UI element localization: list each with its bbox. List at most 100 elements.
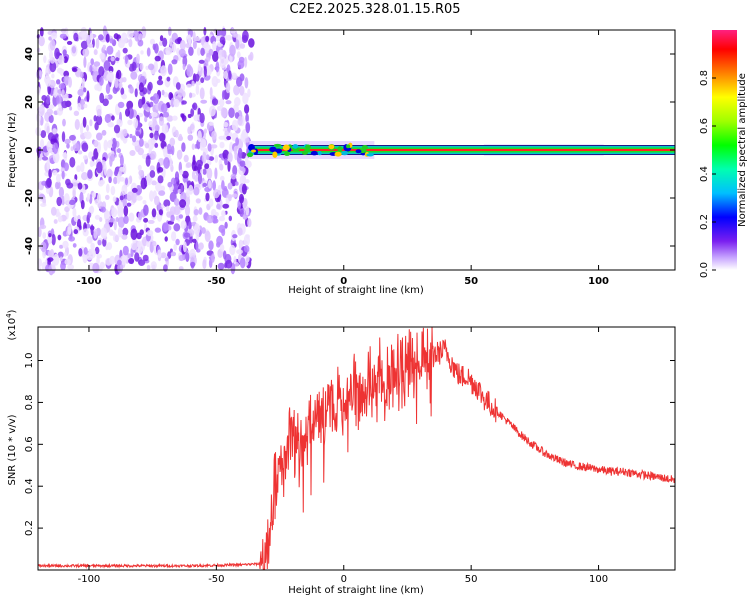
noise-blob <box>182 63 186 70</box>
noise-blob <box>248 38 255 48</box>
x-tick-label: 0 <box>341 574 347 585</box>
noise-blob <box>90 58 94 66</box>
noise-blob <box>178 214 184 219</box>
x-tick-label: -100 <box>76 276 101 287</box>
noise-blob <box>206 167 213 180</box>
colorbar-tick-label: 0.4 <box>699 166 710 182</box>
noise-blob <box>240 132 247 143</box>
noise-blob <box>58 83 66 90</box>
noise-blob <box>68 199 76 205</box>
noise-blob <box>59 244 64 249</box>
noise-blob <box>211 215 218 224</box>
noise-blob <box>40 203 47 207</box>
noise-blob <box>223 121 229 128</box>
noise-blob <box>134 252 140 262</box>
noise-blob <box>237 147 243 159</box>
noise-blob <box>212 50 219 63</box>
noise-blob <box>151 139 156 144</box>
noise-blob <box>49 249 55 259</box>
noise-blob <box>41 156 49 161</box>
noise-blob <box>239 85 245 96</box>
noise-blob <box>228 107 235 119</box>
noise-blob <box>63 252 67 257</box>
snr-y-multiplier: (x104) <box>5 309 18 340</box>
noise-blob <box>163 264 168 272</box>
noise-blob <box>202 42 209 48</box>
noise-blob <box>80 122 84 135</box>
noise-blob <box>56 181 61 189</box>
noise-blob <box>226 135 232 141</box>
noise-blob <box>106 168 113 179</box>
noise-blob <box>117 207 124 218</box>
noise-blob <box>38 104 46 117</box>
y-tick-label: -40 <box>24 237 35 255</box>
noise-blob <box>149 170 156 178</box>
noise-blob <box>239 209 244 217</box>
noise-blob <box>245 205 250 216</box>
noise-blob <box>183 154 189 163</box>
x-tick-label: 50 <box>465 574 478 585</box>
noise-blob <box>150 150 157 160</box>
noise-blob <box>229 141 234 153</box>
noise-blob <box>188 46 194 56</box>
noise-blob <box>122 77 127 83</box>
noise-blob <box>190 261 196 268</box>
signal-blob <box>340 150 349 156</box>
snr-x-label: Height of straight line (km) <box>288 585 424 596</box>
signal-blob <box>305 144 311 150</box>
noise-blob <box>167 63 173 75</box>
noise-blob <box>205 154 210 161</box>
noise-blob <box>187 134 194 141</box>
noise-blob <box>117 227 123 238</box>
y-tick-label: 0.8 <box>24 394 35 410</box>
noise-blob <box>176 149 183 160</box>
noise-blob <box>149 132 154 139</box>
noise-blob <box>124 177 129 186</box>
noise-blob <box>106 242 113 251</box>
noise-blob <box>86 35 90 47</box>
noise-blob <box>171 231 177 242</box>
noise-blob <box>58 186 64 198</box>
noise-blob <box>81 77 86 89</box>
noise-blob <box>219 244 225 252</box>
noise-blob <box>135 131 141 137</box>
noise-blob <box>166 76 171 82</box>
signal-blob <box>346 144 351 149</box>
noise-blob <box>147 219 155 224</box>
signal-blob <box>269 146 277 153</box>
noise-blob <box>137 147 144 156</box>
noise-blob <box>80 40 88 50</box>
noise-blob <box>99 52 105 60</box>
noise-blob <box>131 187 138 193</box>
noise-blob <box>87 169 93 179</box>
noise-blob <box>63 193 70 205</box>
noise-blob <box>42 232 47 239</box>
noise-blob <box>94 84 100 91</box>
noise-blob <box>82 48 90 57</box>
noise-blob <box>200 36 205 46</box>
noise-blob <box>53 219 58 224</box>
noise-blob <box>79 71 84 79</box>
noise-blob <box>171 43 177 53</box>
noise-blob <box>209 105 216 117</box>
noise-blob <box>232 234 238 239</box>
noise-blob <box>121 184 128 196</box>
noise-blob <box>56 196 62 207</box>
noise-blob <box>207 179 212 189</box>
noise-blob <box>175 238 180 246</box>
noise-blob <box>152 93 160 105</box>
noise-blob <box>131 135 137 143</box>
noise-blob <box>154 227 162 233</box>
noise-blob <box>213 189 220 199</box>
noise-blob <box>61 131 66 143</box>
noise-blob <box>199 87 205 100</box>
noise-blob <box>233 84 240 96</box>
noise-blob <box>99 217 103 222</box>
noise-blob <box>147 81 153 91</box>
noise-blob <box>173 98 180 108</box>
x-tick-label: 0 <box>340 276 347 287</box>
noise-blob <box>166 149 174 155</box>
signal-blob <box>334 151 342 157</box>
noise-blob <box>214 154 219 163</box>
